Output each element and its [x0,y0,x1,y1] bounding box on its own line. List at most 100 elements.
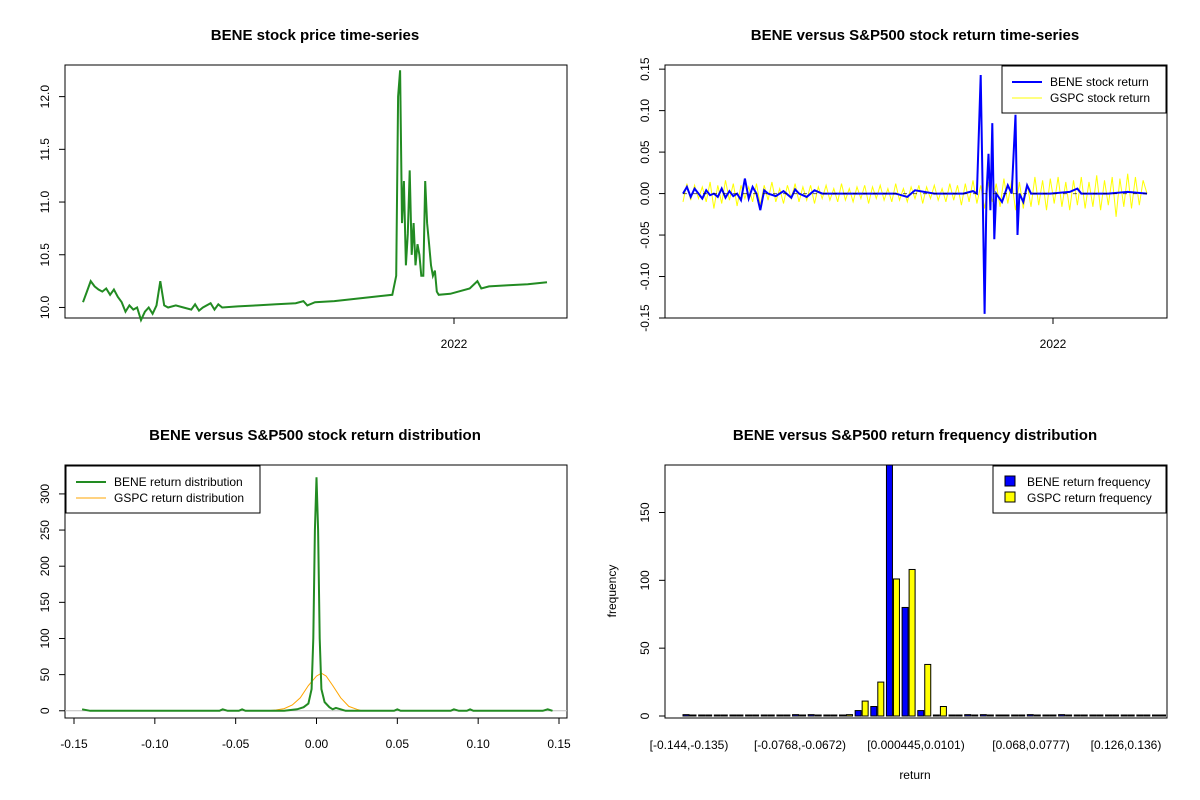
y-tick-label: 11.5 [38,138,52,161]
x-tick-label: -0.10 [141,737,169,751]
chart-title: BENE versus S&P500 stock return time-ser… [751,27,1079,44]
bar-bene [760,714,768,717]
chart-title: BENE versus S&P500 return frequency dist… [733,427,1097,444]
bar-bene [964,714,972,717]
bar-gspc [939,706,947,717]
bar-bene [1152,714,1159,717]
bar-bene [713,714,721,717]
bar-bene [698,714,706,717]
y-tick-label: 0.05 [638,140,652,164]
legend-box [65,465,261,514]
x-tick-label: 0.10 [466,737,490,751]
series-group [682,464,1166,717]
plot-frame [664,464,1168,719]
bar-bene [1042,714,1050,717]
y-tick-label: 11.0 [38,190,52,213]
x-tick-label: [-0.144,-0.135) [650,738,729,752]
bar-bene [682,714,690,717]
y-tick-label: 0.10 [638,99,652,123]
y-tick-label: -0.05 [638,221,652,249]
bar-gspc [1096,714,1104,717]
x-tick-label: [-0.0768,-0.0672) [754,738,846,752]
y-tick-label: 200 [38,556,52,576]
bar-gspc [861,700,869,717]
bar-bene [823,714,831,717]
bar-gspc [1049,714,1057,717]
bar-gspc [908,568,916,717]
y-tick-label: 100 [638,570,652,590]
panel-price-timeseries: BENE stock price time-series 10.0 10.5 11.… [38,27,568,351]
chart-title: BENE versus S&P500 stock return distribu… [149,427,481,444]
bene-density-line [81,477,553,712]
y-tick-label: 10.0 [38,295,52,319]
axis-ticks: 10.0 10.5 11.0 11.5 12.0 2022 [38,85,468,351]
bar-gspc [971,714,979,717]
bar-gspc [986,714,994,717]
bar-bene [1105,714,1113,717]
bar-bene [807,714,815,717]
bar-gspc [1018,714,1026,717]
axis-ticks: 0 50 100 150 [-0.144,-0.135) [-0.0768,-0.0672… [638,502,1161,752]
series-group [65,477,567,712]
bar-bene [995,714,1003,717]
panel-return-frequency: BENE versus S&P500 return frequency dist… [605,427,1168,782]
y-tick-label: 0.00 [638,182,652,206]
y-tick-label: 50 [638,641,652,655]
y-tick-label: 300 [38,484,52,504]
bar-gspc [736,714,744,717]
bar-gspc [799,714,807,717]
y-axis-label: frequency [605,565,619,618]
series-group [82,70,548,323]
y-tick-label: 0.15 [638,57,652,81]
axis-ticks: 0 50 100 150 200 250 300 -0.15 -0.10 -0.05 0.00 0.0… [38,484,571,751]
gspc-density-line [267,672,362,712]
series-group [682,74,1148,314]
bar-gspc [846,714,853,717]
bar-bene [1089,714,1097,717]
bar-gspc [1143,714,1151,717]
x-tick-label: 0.15 [547,737,571,751]
y-tick-label: -0.15 [638,304,652,332]
bar-bene [1058,714,1066,717]
legend: BENE return frequency GSPC return freque… [992,465,1167,514]
bar-bene [901,606,909,717]
bar-bene [948,714,956,717]
x-tick-label: -0.15 [60,737,88,751]
x-tick-label: [0.000445,0.0101) [867,738,964,752]
bar-bene [1011,714,1019,717]
legend-box [1001,65,1167,114]
y-tick-label: -0.10 [638,263,652,291]
bar-bene [745,714,753,717]
legend-swatch-gspc [1004,491,1016,503]
x-tick-label: 2022 [441,337,468,351]
x-tick-label: -0.05 [222,737,250,751]
legend-label-gspc: GSPC return frequency [1027,491,1152,505]
bar-bene [839,714,846,717]
panel-return-distribution: BENE versus S&P500 stock return distribu… [38,427,571,751]
y-tick-label: 10.5 [38,243,52,267]
x-tick-label: [0.068,0.0777) [992,738,1069,752]
bar-bene [854,710,862,717]
plot-frame [664,64,1168,319]
bar-gspc [1002,714,1010,717]
panel-return-timeseries: BENE versus S&P500 stock return time-ser… [638,27,1168,351]
bar-gspc [892,578,900,717]
bar-gspc [877,681,885,717]
bar-gspc [689,714,697,717]
bar-bene [1136,714,1144,717]
bar-gspc [752,714,760,717]
legend: BENE return distribution GSPC return dis… [65,465,261,514]
y-tick-label: 150 [38,592,52,612]
bar-gspc [924,663,932,717]
bar-bene [979,714,987,717]
bar-gspc [783,714,791,717]
bar-gspc [955,714,963,717]
axis-ticks: -0.15 -0.10 -0.05 0.00 0.05 0.10 0.15 2022 [638,57,1067,351]
y-tick-label: 250 [38,520,52,540]
y-tick-label: 0 [638,712,652,719]
y-tick-label: 50 [38,668,52,682]
bar-gspc [1112,714,1120,717]
bar-bene [1073,714,1081,717]
bar-gspc [705,714,713,717]
bar-bene [870,706,878,717]
